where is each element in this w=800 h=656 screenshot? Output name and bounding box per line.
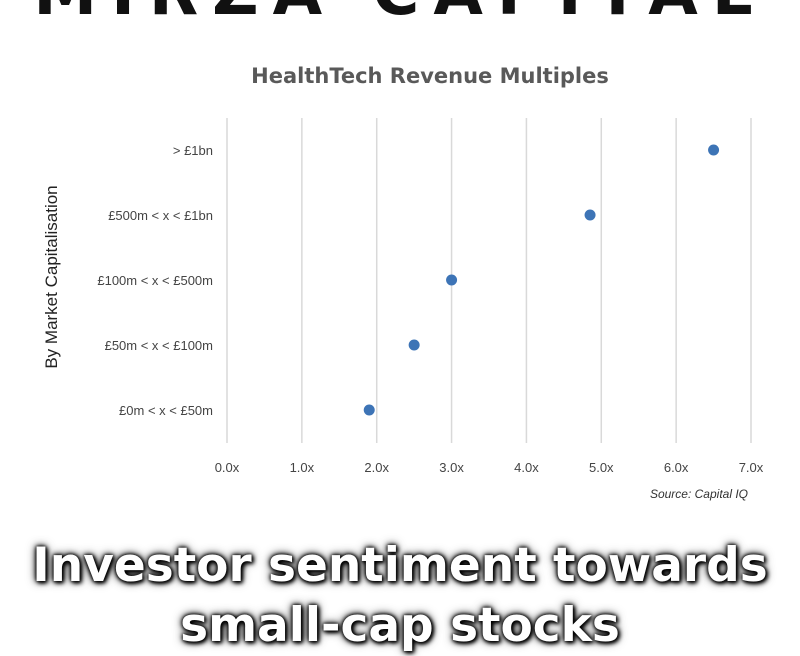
data-point [446,274,458,286]
x-tick-label: 2.0x [364,460,389,475]
y-category-label: £100m < x < £500m [97,273,213,288]
y-category-label: > £1bn [173,143,213,158]
x-tick-label: 6.0x [664,460,689,475]
y-category-label: £0m < x < £50m [119,403,213,418]
caption-line-2: small-cap stocks [180,598,620,653]
data-point [584,209,596,221]
y-axis-title: By Market Capitalisation [42,185,61,368]
x-tick-label: 5.0x [589,460,614,475]
data-point [363,404,375,416]
caption: Investor sentiment towards small-cap sto… [0,536,800,656]
chart-title: HealthTech Revenue Multiples [251,64,609,88]
data-points [363,144,720,416]
x-tick-label: 7.0x [739,460,764,475]
data-point [408,339,420,351]
brand-banner: MIRZA CAPITAL [0,0,800,30]
x-tick-label: 0.0x [215,460,240,475]
x-axis-ticks: 0.0x 1.0x 2.0x 3.0x 4.0x 5.0x 6.0x 7.0x [215,460,764,475]
chart: HealthTech Revenue Multiples By Market C… [42,64,764,501]
source-note: Source: Capital IQ [650,487,748,501]
x-tick-label: 1.0x [290,460,315,475]
y-axis-categories: > £1bn £500m < x < £1bn £100m < x < £500m £… [97,143,213,418]
x-tick-label: 4.0x [514,460,539,475]
gridlines [226,118,752,443]
x-tick-label: 3.0x [439,460,464,475]
data-point [708,144,720,156]
caption-line-1: Investor sentiment towards [32,538,768,593]
y-category-label: £50m < x < £100m [105,338,213,353]
y-category-label: £500m < x < £1bn [108,208,213,223]
